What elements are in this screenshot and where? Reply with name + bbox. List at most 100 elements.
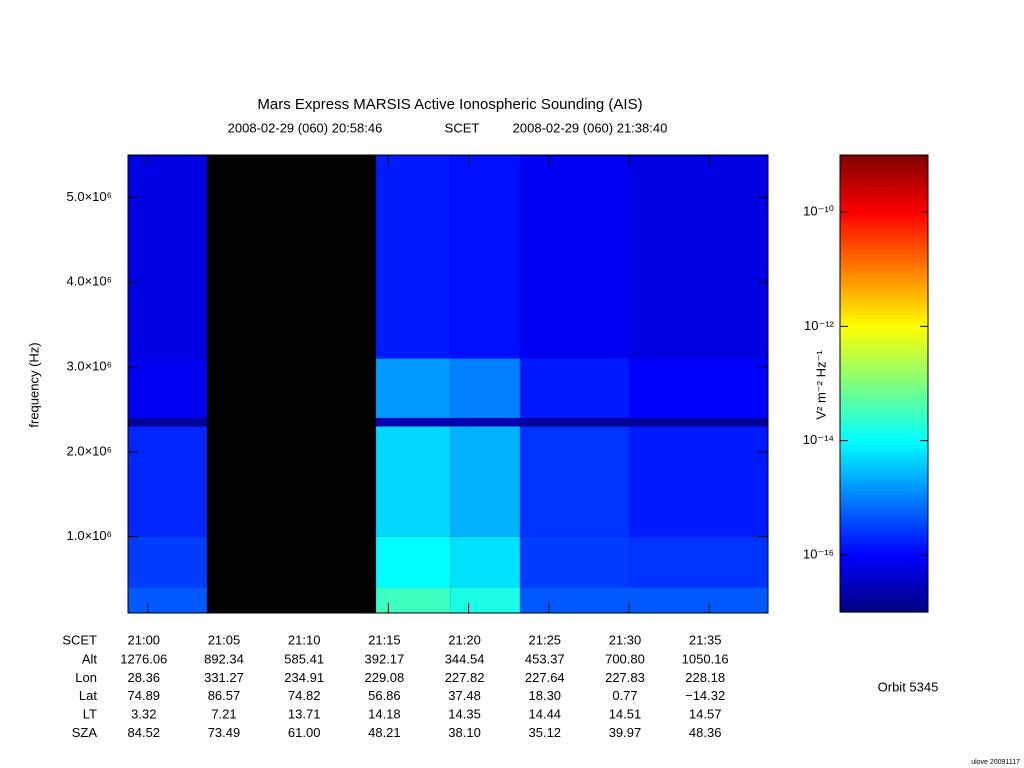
ephemeris-value: 73.49 [208, 725, 241, 740]
spectrogram-cell [128, 536, 207, 588]
ephemeris-value: 234.91 [284, 670, 324, 685]
colorbar-slice [840, 482, 928, 487]
colorbar-slice [840, 459, 928, 465]
ephemeris-value: 1050.16 [682, 651, 729, 666]
colorbar-slice [840, 246, 928, 251]
colorbar-slice [840, 516, 928, 522]
colorbar-slice [840, 158, 928, 164]
ephemeris-value: 227.64 [525, 670, 565, 685]
colorbar-slice [840, 463, 928, 468]
x-tick-label: 21:35 [689, 632, 722, 647]
colorbar-slice [840, 181, 928, 187]
colorbar-slice [840, 223, 928, 228]
spectrogram-cell [128, 587, 207, 613]
y-tick-label: 5.0×10⁶ [67, 189, 112, 204]
colorbar-slice [840, 372, 928, 377]
y-axis-label: frequency (Hz) [26, 342, 41, 427]
colorbar-slice [840, 303, 928, 308]
ephemeris-value: 229.08 [365, 670, 405, 685]
colorbar-slice [840, 585, 928, 590]
chart-title: Mars Express MARSIS Active Ionospheric S… [257, 96, 642, 113]
colorbar-slice [840, 539, 928, 545]
colorbar-slice [840, 417, 928, 423]
x-tick-label: 21:05 [208, 632, 241, 647]
spectrogram-cell [376, 426, 451, 537]
x-tick-label: 21:15 [368, 632, 401, 647]
ephemeris-row-label: LT [83, 707, 97, 722]
ephemeris-value: 227.82 [445, 670, 485, 685]
colorbar-slice [840, 474, 928, 480]
colorbar-slice [840, 394, 928, 400]
colorbar-slice [840, 547, 928, 552]
ephemeris-value: 28.36 [128, 670, 161, 685]
ephemeris-value: 585.41 [284, 651, 324, 666]
colorbar-tick-label: 10⁻¹⁶ [803, 546, 834, 561]
colorbar-slice [840, 337, 928, 343]
colorbar-slice [840, 292, 928, 297]
colorbar-slice [840, 528, 928, 533]
colorbar-slice [840, 589, 928, 594]
colorbar-slice [840, 269, 928, 274]
colorbar-slice [840, 170, 928, 175]
plot-frame [127, 154, 769, 614]
colorbar-slice [840, 471, 928, 476]
colorbar-slice [840, 196, 928, 202]
colorbar-slice [840, 288, 928, 293]
colorbar-slice [840, 314, 928, 320]
colorbar-slice [840, 326, 928, 331]
colorbar-slice [840, 254, 928, 259]
ephemeris-value: 74.89 [128, 688, 161, 703]
colorbar-slice [840, 573, 928, 579]
ephemeris-row-label: Lon [75, 670, 97, 685]
colorbar-slice [840, 577, 928, 583]
ephemeris-row-label: Lat [79, 688, 97, 703]
colorbar-slice [840, 200, 928, 206]
ephemeris-value: 228.18 [685, 670, 725, 685]
colorbar-slice [840, 425, 928, 430]
x-tick-label: 21:20 [448, 632, 481, 647]
spectrogram-cell [628, 358, 768, 418]
colorbar-slice [840, 440, 928, 446]
ephemeris-value: 56.86 [368, 688, 401, 703]
spectrogram-cell [628, 426, 768, 537]
colorbar-slice [840, 242, 928, 247]
colorbar-slice [840, 212, 928, 217]
colorbar-slice [840, 193, 928, 198]
colorbar-tick-label: 10⁻¹⁰ [803, 204, 834, 219]
colorbar-slice [840, 322, 928, 327]
colorbar-slice [840, 493, 928, 499]
colorbar-slice [840, 398, 928, 404]
colorbar-slice [840, 155, 928, 160]
ephemeris-value: 74.82 [288, 688, 321, 703]
x-tick-label: 21:25 [529, 632, 562, 647]
colorbar-slice [840, 604, 928, 609]
colorbar-slice [840, 162, 928, 168]
ephemeris-value: 344.54 [445, 651, 485, 666]
colorbar-slice [840, 360, 928, 366]
y-tick-label: 3.0×10⁶ [67, 358, 112, 373]
colorbar-slice [840, 189, 928, 194]
colorbar-slice [840, 341, 928, 347]
ephemeris-value: 14.35 [448, 707, 481, 722]
colorbar-slice [840, 368, 928, 373]
colorbar-slice [840, 486, 928, 491]
colorbar-slice [840, 273, 928, 278]
ephemeris-value: 453.37 [525, 651, 565, 666]
spectrogram-cell [519, 536, 629, 588]
colorbar-slice [840, 215, 928, 221]
ephemeris-value: 700.80 [605, 651, 645, 666]
ephemeris-value: 14.44 [529, 707, 562, 722]
spectrogram-cell [450, 358, 520, 418]
colorbar-slice [840, 307, 928, 312]
colorbar-slice [840, 204, 928, 209]
colorbar-slice [840, 581, 928, 586]
colorbar-slice [840, 600, 928, 605]
start-time: 2008-02-29 (060) 20:58:46 [228, 120, 383, 135]
y-tick-label: 2.0×10⁶ [67, 443, 112, 458]
colorbar-slice [840, 543, 928, 548]
spectrogram-cell [376, 587, 451, 613]
spectrogram-cell [519, 587, 629, 613]
spectrogram-cell [376, 536, 451, 588]
colorbar-slice [840, 166, 928, 171]
